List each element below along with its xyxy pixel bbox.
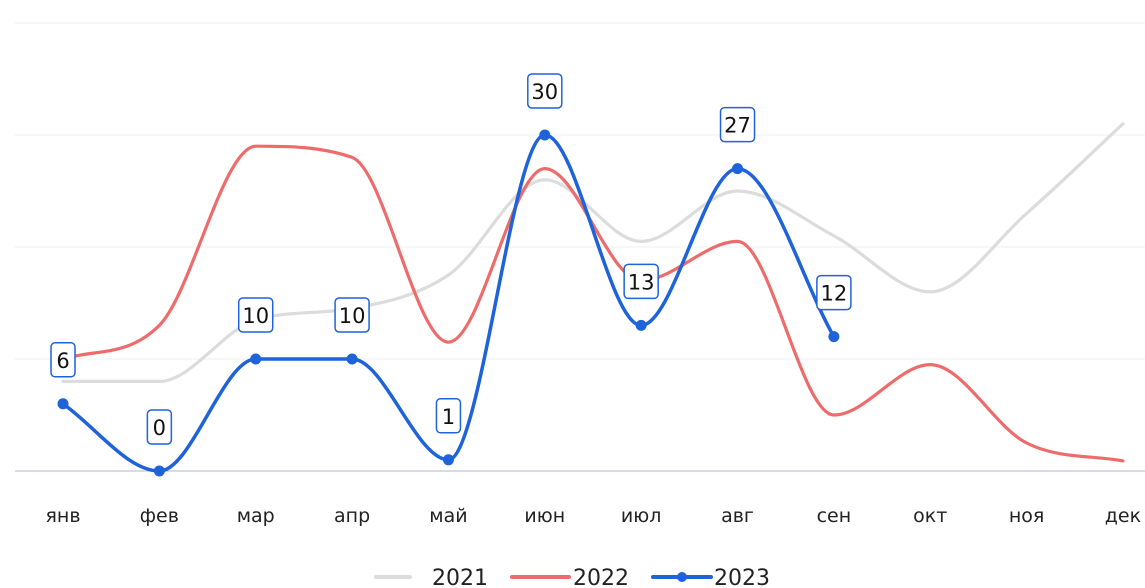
series-lines [61, 122, 1125, 473]
data-label-text: 10 [242, 304, 269, 328]
series-line-2022[interactable] [61, 144, 1125, 463]
x-tick-label: окт [913, 505, 947, 527]
data-point-2023-июл[interactable] [635, 319, 647, 331]
x-tick-label: янв [45, 505, 80, 527]
data-point-2023-янв[interactable] [57, 398, 69, 410]
x-tick-label: сен [817, 505, 852, 527]
data-label-box [237, 297, 274, 333]
data-label-box [50, 342, 76, 378]
data-label-text: 1 [442, 405, 455, 429]
data-labels: 6 0 10 10 1 30 13 27 12 [50, 73, 852, 445]
legend-label: 2021 [432, 566, 488, 588]
x-tick-label: ноя [1009, 505, 1044, 527]
data-label-2023-апр: 10 [334, 297, 370, 333]
data-label-text: 12 [821, 282, 848, 306]
data-label-box [146, 409, 173, 445]
data-label-text: 27 [724, 114, 751, 138]
x-tick-label: июл [621, 505, 662, 527]
data-label-box [334, 297, 370, 333]
data-label-box [816, 274, 852, 311]
x-tick-label: июн [524, 505, 565, 527]
data-label-box [623, 263, 659, 300]
data-label-2023-мар: 10 [237, 297, 274, 333]
data-label-2023-июл: 13 [623, 263, 659, 300]
data-label-text: 30 [531, 80, 558, 104]
legend-item-2022[interactable]: 2022 [510, 566, 629, 588]
data-label-text: 0 [153, 416, 166, 440]
data-point-2023-авг[interactable] [732, 163, 744, 175]
data-label-box [719, 106, 756, 143]
legend-marker [677, 572, 687, 582]
data-label-text: 10 [339, 304, 366, 328]
series-markers [57, 129, 840, 477]
data-label-2023-сен: 12 [816, 274, 852, 311]
data-label-2023-фев: 0 [146, 409, 173, 445]
legend-label: 2022 [573, 566, 629, 588]
legend-item-2023[interactable]: 2023 [651, 566, 770, 588]
data-label-2023-янв: 6 [50, 342, 76, 378]
data-point-2023-июн[interactable] [539, 129, 551, 141]
data-label-text: 13 [628, 270, 655, 294]
data-point-2023-мар[interactable] [250, 353, 262, 365]
x-axis: янв фев мар апр май июн июл авг сен окт ноя дек [45, 505, 1141, 527]
data-point-2023-апр[interactable] [346, 353, 358, 365]
data-point-2023-сен[interactable] [828, 331, 840, 343]
x-tick-label: мар [237, 505, 275, 527]
data-point-2023-фев[interactable] [153, 465, 165, 477]
x-tick-label: апр [334, 505, 370, 527]
data-label-2023-июн: 30 [527, 73, 563, 109]
data-point-2023-май[interactable] [442, 454, 454, 466]
x-tick-label: фев [140, 505, 179, 527]
x-tick-label: май [429, 505, 467, 527]
legend-label: 2023 [714, 566, 770, 588]
data-label-2023-май: 1 [435, 398, 462, 434]
x-tick-label: авг [721, 505, 754, 527]
legend-item-2021[interactable]: 2021 [374, 566, 488, 588]
legend[interactable]: 2021 2022 2023 [374, 566, 770, 588]
gridlines [15, 22, 1145, 472]
data-label-2023-авг: 27 [719, 106, 756, 143]
x-tick-label: дек [1105, 505, 1141, 527]
series-line-2021[interactable] [61, 122, 1125, 384]
data-label-text: 6 [56, 349, 69, 373]
data-label-box [527, 73, 563, 109]
data-label-box [435, 398, 462, 434]
series-line-2023[interactable] [61, 133, 836, 473]
